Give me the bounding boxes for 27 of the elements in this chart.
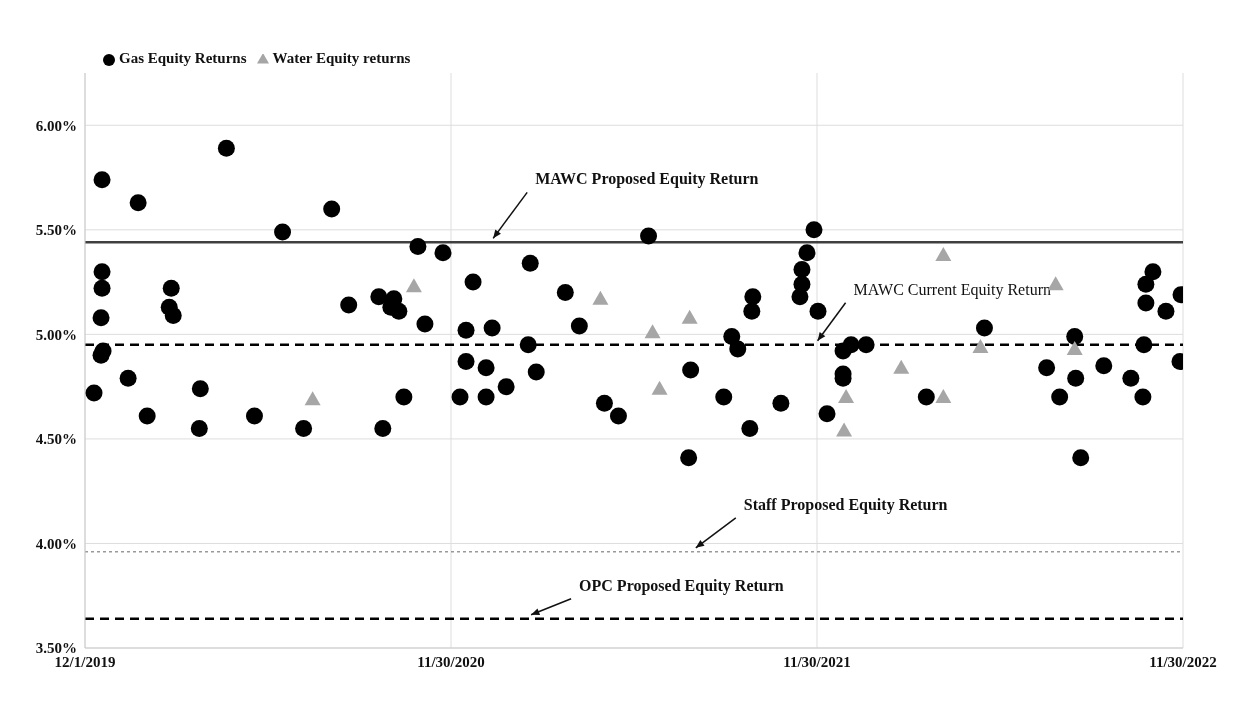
point	[405, 278, 422, 293]
point	[651, 380, 668, 395]
point	[972, 338, 989, 353]
x-tick-label: 11/30/2022	[1149, 653, 1217, 670]
y-tick-label: 6.00%	[35, 117, 77, 134]
point	[838, 389, 855, 404]
point	[1066, 341, 1083, 355]
point	[304, 391, 321, 406]
ref-line-label: MAWC Current Equity Return	[853, 280, 1051, 299]
y-tick-label: 5.50%	[35, 222, 77, 239]
point	[935, 246, 952, 261]
point	[644, 324, 661, 339]
point	[935, 389, 952, 404]
legend-label: Water Equity returns	[272, 50, 411, 66]
y-tick-label: 4.50%	[35, 431, 77, 448]
y-tick-label: 4.00%	[35, 535, 77, 552]
point	[893, 359, 910, 374]
point	[836, 422, 853, 437]
y-tick-label: 5.00%	[35, 326, 77, 343]
point	[681, 309, 698, 324]
point	[592, 290, 609, 305]
legend-label: Gas Equity Returns	[119, 50, 247, 66]
ref-line-label: MAWC Proposed Equity Return	[535, 170, 759, 189]
ref-line-label: OPC Proposed Equity Return	[579, 576, 784, 595]
x-tick-label: 11/30/2021	[783, 653, 851, 670]
x-tick-label: 11/30/2020	[417, 653, 485, 670]
ref-line-label: Staff Proposed Equity Return	[743, 495, 948, 514]
